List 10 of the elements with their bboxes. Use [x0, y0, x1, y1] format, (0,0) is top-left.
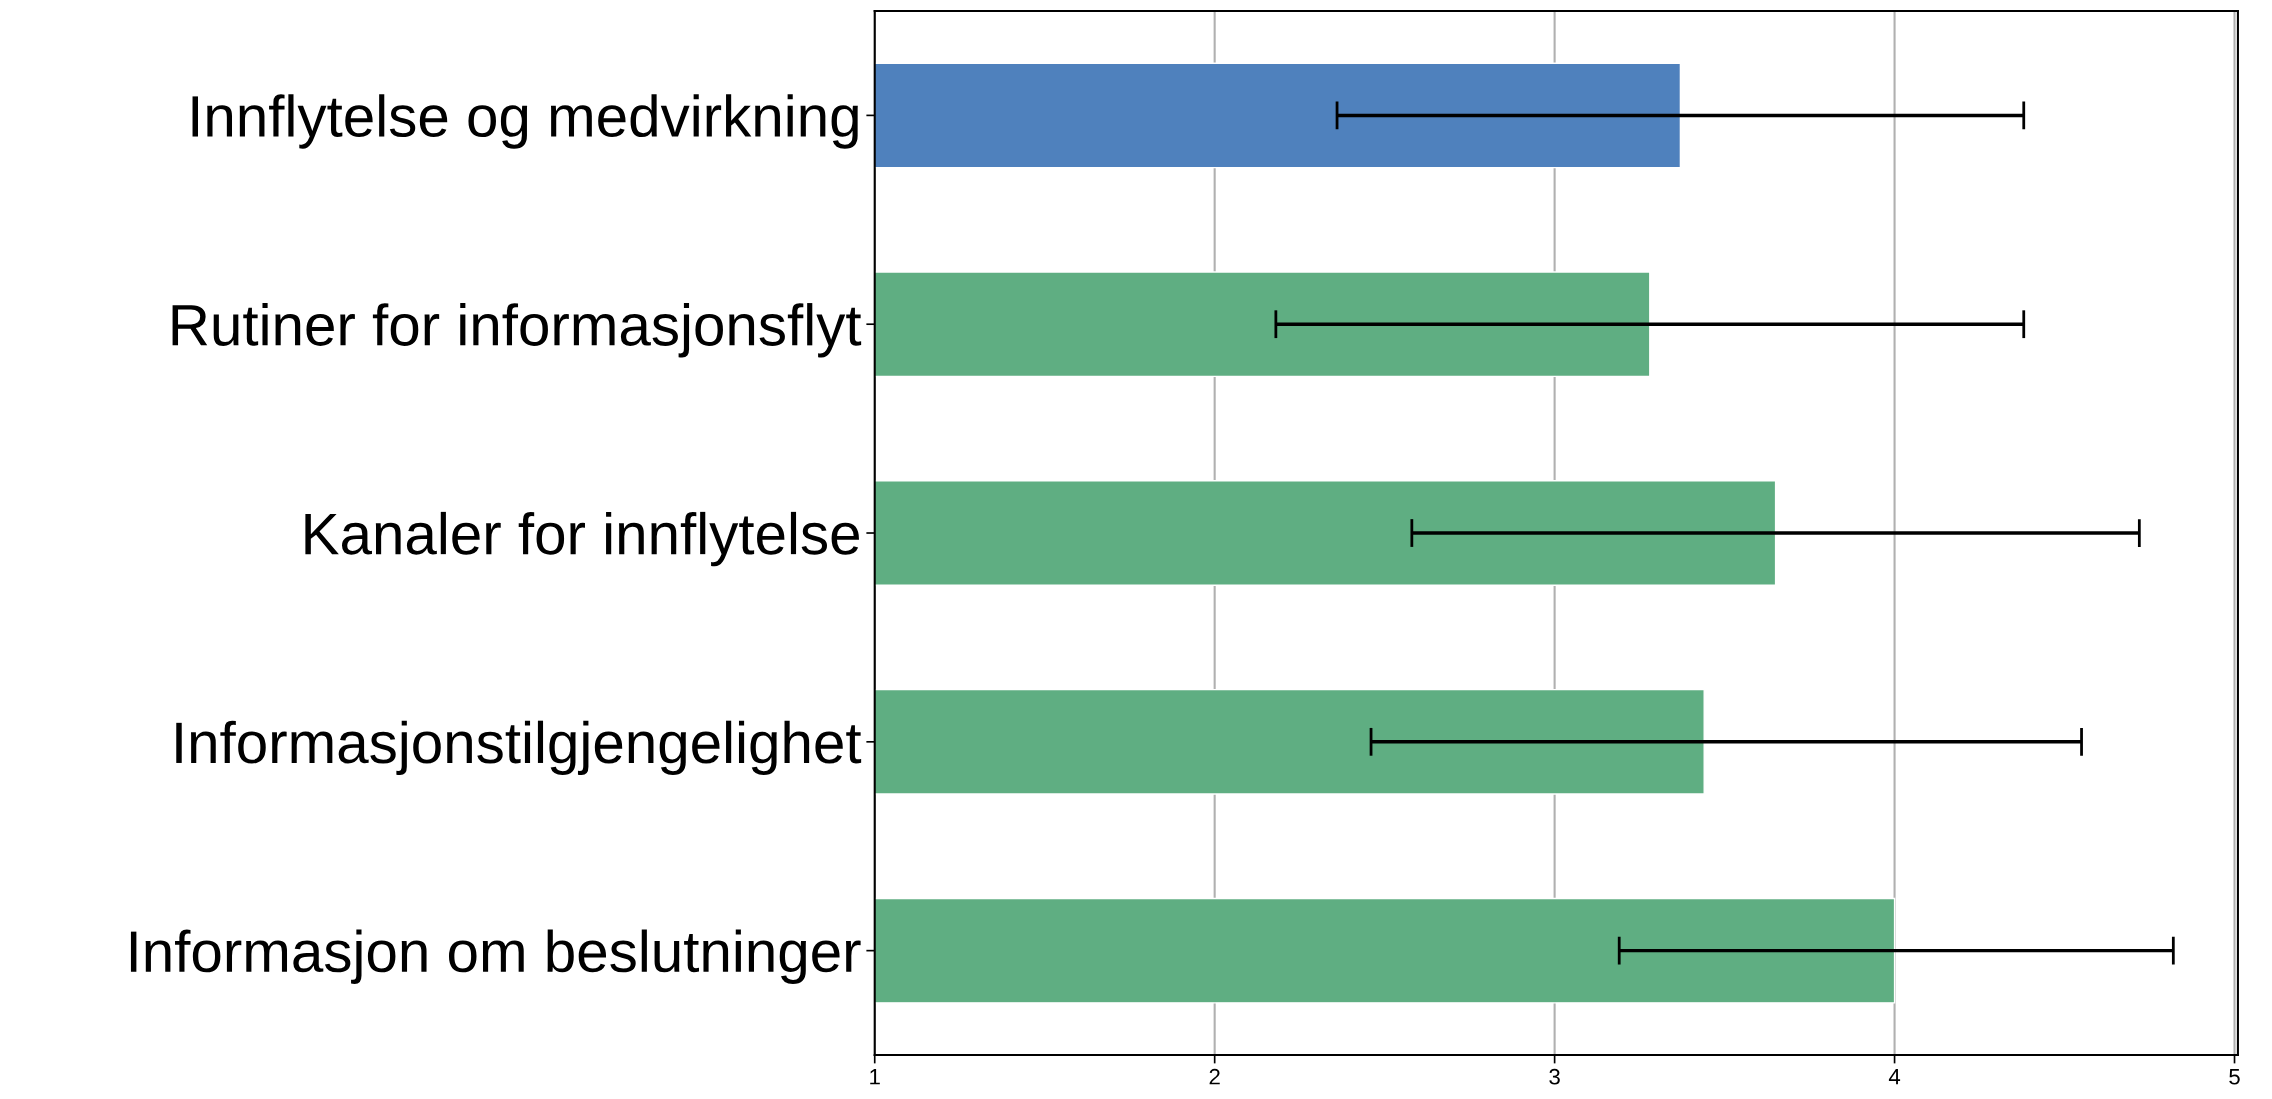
- x-tick-label: 1: [870, 1069, 880, 1085]
- y-tick-label: Rutiner for informasjonsflyt: [172, 303, 862, 358]
- y-tick-label: Informasjon om beslutninger: [130, 929, 861, 984]
- x-tick-label: 3: [1549, 1068, 1560, 1085]
- y-tick-label: Informasjonstilgjengelighet: [176, 720, 862, 776]
- y-tick-label: Kanaler for innflytelse: [305, 511, 859, 567]
- y-tick-label: Innflytelse og medvirkning: [192, 94, 858, 149]
- x-tick-label: 5: [2229, 1069, 2240, 1085]
- x-tick-label: 4: [1888, 1069, 1901, 1085]
- x-tick-label: 2: [1209, 1068, 1220, 1085]
